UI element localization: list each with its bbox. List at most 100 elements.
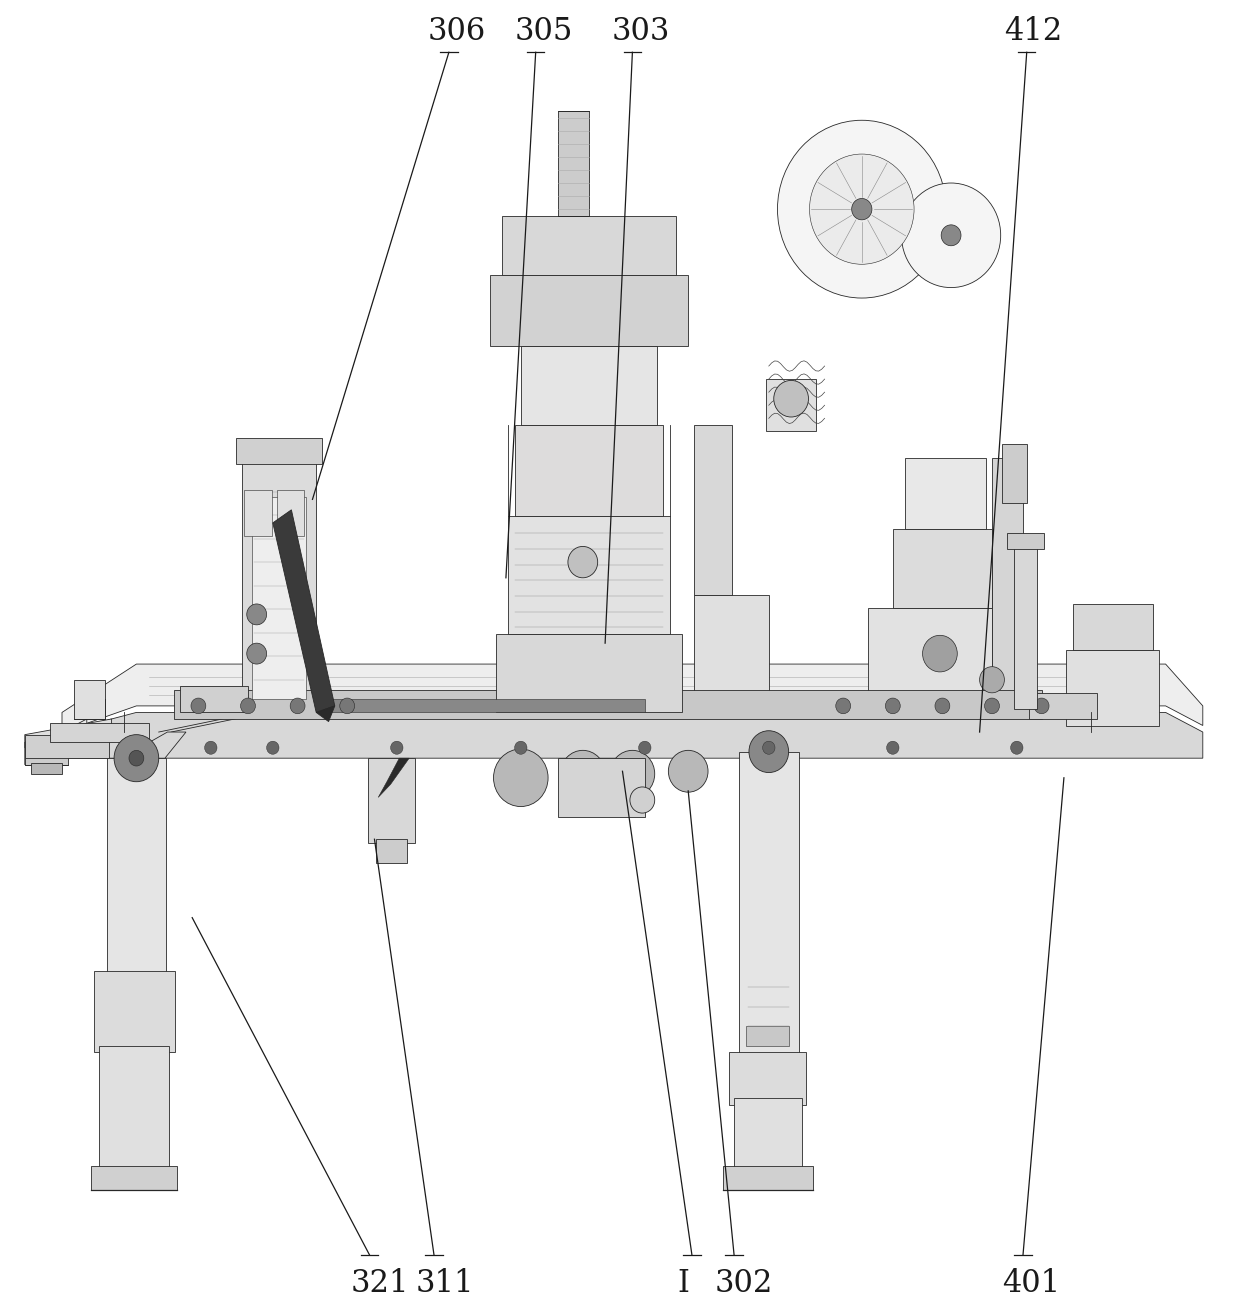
Circle shape — [267, 742, 279, 755]
Bar — [94, 972, 175, 1053]
Polygon shape — [25, 732, 62, 765]
Circle shape — [668, 751, 708, 793]
Bar — [99, 1046, 169, 1169]
Bar — [236, 438, 322, 464]
Circle shape — [923, 636, 957, 672]
Bar — [893, 530, 992, 608]
Circle shape — [114, 735, 159, 782]
Circle shape — [985, 698, 999, 714]
Polygon shape — [62, 713, 1203, 759]
Circle shape — [810, 154, 914, 264]
Bar — [322, 700, 645, 713]
Circle shape — [560, 751, 605, 798]
Bar — [746, 1027, 789, 1046]
Bar — [107, 759, 166, 974]
Circle shape — [941, 225, 961, 246]
Circle shape — [774, 381, 808, 417]
Text: 305: 305 — [515, 16, 573, 47]
Circle shape — [391, 742, 403, 755]
Circle shape — [777, 120, 946, 298]
Circle shape — [241, 698, 255, 714]
Circle shape — [340, 698, 355, 714]
Bar — [252, 497, 306, 700]
Polygon shape — [25, 719, 112, 748]
Text: 321: 321 — [351, 1267, 409, 1299]
Circle shape — [852, 199, 872, 220]
Polygon shape — [122, 732, 186, 759]
Bar — [496, 634, 682, 713]
Circle shape — [901, 183, 1001, 288]
Circle shape — [1011, 742, 1023, 755]
Bar — [521, 347, 657, 425]
Circle shape — [1034, 698, 1049, 714]
Text: 302: 302 — [714, 1267, 773, 1299]
Circle shape — [129, 751, 144, 766]
Bar — [1014, 545, 1037, 709]
Bar — [74, 680, 105, 719]
Circle shape — [935, 698, 950, 714]
Bar — [50, 723, 149, 743]
Bar — [992, 458, 1023, 713]
Text: 303: 303 — [611, 16, 670, 47]
Bar — [490, 275, 688, 347]
Bar — [905, 458, 986, 530]
Text: 401: 401 — [1002, 1267, 1060, 1299]
Bar — [1029, 693, 1097, 719]
Bar — [766, 379, 816, 432]
Bar — [1066, 650, 1159, 726]
Circle shape — [836, 698, 851, 714]
Circle shape — [205, 742, 217, 755]
Bar — [502, 216, 676, 275]
Circle shape — [887, 742, 899, 755]
Bar — [729, 1053, 806, 1104]
Bar — [508, 517, 670, 634]
Bar — [1002, 445, 1027, 504]
Bar — [558, 111, 589, 216]
Circle shape — [610, 751, 655, 798]
Bar — [368, 759, 415, 844]
Bar — [376, 840, 407, 863]
Circle shape — [568, 547, 598, 578]
Text: 311: 311 — [415, 1267, 474, 1299]
Circle shape — [885, 698, 900, 714]
Circle shape — [191, 698, 206, 714]
Circle shape — [630, 787, 655, 814]
Bar — [1073, 604, 1153, 650]
Text: 412: 412 — [1004, 16, 1063, 47]
Bar — [277, 490, 304, 536]
Bar — [180, 687, 248, 713]
Bar — [515, 425, 663, 517]
Bar — [723, 1165, 813, 1189]
Polygon shape — [50, 732, 62, 765]
Polygon shape — [273, 510, 335, 713]
Bar — [242, 458, 316, 713]
Circle shape — [749, 731, 789, 773]
Polygon shape — [378, 759, 409, 798]
Bar — [244, 490, 272, 536]
Bar — [1007, 534, 1044, 549]
Circle shape — [639, 742, 651, 755]
Bar — [91, 1165, 177, 1189]
Bar — [558, 759, 645, 818]
Circle shape — [494, 749, 548, 807]
Bar — [31, 764, 62, 774]
Polygon shape — [62, 664, 1203, 732]
Circle shape — [515, 742, 527, 755]
Circle shape — [290, 698, 305, 714]
Bar — [694, 595, 769, 713]
Bar — [734, 1097, 802, 1169]
Text: 306: 306 — [428, 16, 486, 47]
Circle shape — [980, 667, 1004, 693]
Bar — [868, 608, 992, 713]
Bar — [174, 691, 1042, 719]
Bar — [25, 742, 68, 765]
Circle shape — [763, 742, 775, 755]
Text: I: I — [677, 1267, 689, 1299]
Polygon shape — [316, 706, 335, 722]
Polygon shape — [25, 719, 87, 752]
Bar — [694, 425, 732, 595]
Circle shape — [247, 644, 267, 664]
Circle shape — [247, 604, 267, 625]
Bar — [739, 752, 799, 1059]
Bar — [25, 735, 109, 759]
